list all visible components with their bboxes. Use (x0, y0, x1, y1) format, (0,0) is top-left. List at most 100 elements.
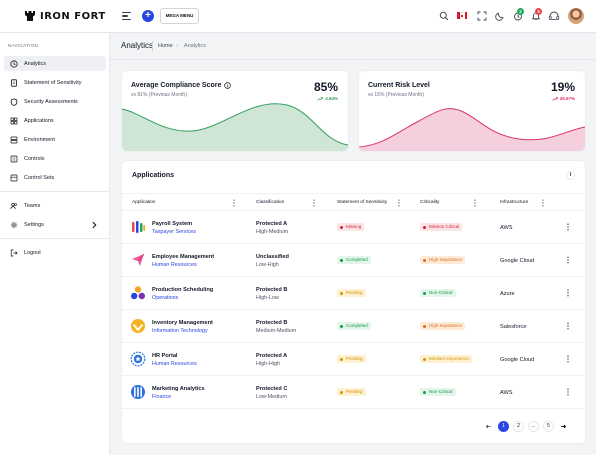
classification-level: Low-Medium (256, 393, 287, 400)
breadcrumb: Analytics Home › Analytics (110, 33, 596, 60)
column-header[interactable]: Statement of Sensitivity (337, 200, 388, 205)
sidebar-item-label: Teams (24, 202, 41, 209)
kpi-delta: 26.67% (551, 96, 575, 101)
user-avatar[interactable] (568, 8, 584, 24)
column-menu-icon[interactable] (313, 199, 315, 207)
users-icon (10, 202, 17, 209)
kpi-value: 85% (313, 80, 338, 94)
kpi-title-text: Average Compliance Score (131, 82, 222, 89)
sidebar-item-settings[interactable]: Settings (4, 217, 106, 232)
table-row[interactable]: Production Scheduling Operations Protect… (122, 277, 585, 310)
sidebar-item-label: Settings (24, 221, 44, 228)
column-menu-icon[interactable] (474, 199, 476, 207)
add-button[interactable]: + (142, 10, 154, 22)
sidebar-item-environment[interactable]: Environment (4, 132, 106, 147)
page-button[interactable]: 1 (498, 421, 509, 432)
table-row[interactable]: Marketing Analytics Finance Protected C … (122, 376, 585, 409)
page-button[interactable]: 2 (513, 421, 524, 432)
applications-card: Applications i Application Classificatio… (122, 161, 585, 443)
app-name[interactable]: HR Portal (152, 353, 178, 359)
fort-logo-icon (25, 11, 35, 21)
page-title: Analytics (121, 41, 154, 50)
nav-divider (0, 191, 110, 192)
next-page-button[interactable] (558, 421, 569, 432)
menu-toggle-icon[interactable] (122, 12, 131, 20)
sidebar-item-control-sets[interactable]: Control Sets (4, 170, 106, 185)
sidebar-item-security-assessments[interactable]: Security Assessments (4, 94, 106, 109)
criticality-badge: High Importance (420, 256, 466, 264)
column-header[interactable]: Application (132, 200, 156, 205)
criticality-badge: Non-Critical (420, 388, 456, 396)
app-name[interactable]: Marketing Analytics (152, 386, 205, 392)
column-menu-icon[interactable] (542, 199, 544, 207)
document-icon (11, 78, 17, 87)
sliders-icon (10, 155, 18, 162)
page-button[interactable]: 5 (543, 421, 554, 432)
row-menu-icon[interactable] (567, 322, 569, 330)
row-menu-icon[interactable] (567, 223, 569, 231)
breadcrumb-home-link[interactable]: Home (158, 43, 173, 49)
kpi-value: 19% (550, 80, 575, 94)
bars-logo-icon (132, 221, 146, 233)
stripes-logo-icon (131, 385, 145, 399)
sidebar-item-logout[interactable]: Logout (4, 245, 106, 260)
brand-logo[interactable]: IRON FORT (24, 10, 106, 22)
sidebar-item-statement-of-sensitivity[interactable]: Statement of Sensitivity (4, 75, 106, 90)
status-badge: Pending (337, 355, 366, 363)
sidebar-item-applications[interactable]: Applications (4, 113, 106, 128)
brand-name: IRON FORT (40, 10, 106, 22)
classification: Protected A (256, 353, 288, 359)
canada-flag-icon[interactable] (457, 12, 467, 19)
info-button[interactable]: i (566, 171, 575, 180)
column-menu-icon[interactable] (398, 199, 400, 207)
moon-icon[interactable] (495, 11, 505, 21)
column-header[interactable]: Infrastructure (500, 200, 529, 205)
sidebar-item-label: Logout (24, 249, 41, 256)
sidebar-item-label: Applications (24, 117, 54, 124)
row-menu-icon[interactable] (567, 388, 569, 396)
fullscreen-icon[interactable] (477, 11, 487, 21)
app-name[interactable]: Inventory Management (152, 320, 213, 326)
kpi-delta-value: 4.94% (325, 96, 338, 101)
column-header[interactable]: Criticality (420, 200, 440, 205)
status-badge: Missing (337, 223, 365, 231)
folder-icon (10, 174, 18, 181)
sidebar-item-teams[interactable]: Teams (4, 198, 106, 213)
info-icon[interactable] (224, 82, 232, 89)
table-row[interactable]: Employee Management Human Resources Uncl… (122, 244, 585, 277)
nav-divider (0, 238, 110, 239)
column-header[interactable]: Classification (256, 200, 285, 205)
table-row[interactable]: Inventory Management Information Technol… (122, 310, 585, 343)
classification: Protected B (256, 320, 288, 326)
row-menu-icon[interactable] (567, 355, 569, 363)
headset-icon[interactable] (548, 11, 560, 21)
search-icon[interactable] (439, 11, 449, 21)
sidebar-item-controls[interactable]: Controls (4, 151, 106, 166)
mega-menu-button[interactable]: MEGA MENU (160, 8, 199, 24)
table-row[interactable]: HR Portal Human Resources Protected A Hi… (122, 343, 585, 376)
breadcrumb-divider (152, 41, 153, 51)
app-name[interactable]: Employee Management (152, 254, 215, 260)
column-menu-icon[interactable] (233, 199, 235, 207)
star-badge-logo-icon (130, 351, 146, 367)
top-bar: IRON FORT + MEGA MENU 2 3 (0, 0, 596, 33)
timer-badge: 2 (517, 8, 524, 15)
prev-page-button[interactable] (483, 421, 494, 432)
row-menu-icon[interactable] (567, 256, 569, 264)
infrastructure: AWS (500, 225, 513, 231)
kpi-subtitle: vs 15% (Previous Month) (368, 92, 424, 98)
breadcrumb-current: Analytics (184, 43, 207, 49)
app-name[interactable]: Production Scheduling (152, 287, 214, 293)
app-department: Human Resources (152, 261, 197, 268)
sidebar-item-label: Analytics (24, 60, 47, 67)
sidebar-item-analytics[interactable]: Analytics (4, 56, 106, 71)
classification-level: High-Medium (256, 228, 289, 235)
row-menu-icon[interactable] (567, 289, 569, 297)
kpi-card-compliance: Average Compliance Score vs 81% (Previou… (122, 71, 348, 151)
app-name[interactable]: Payroll System (152, 221, 193, 227)
page-ellipsis: ... (528, 421, 539, 432)
sidebar: NAVIGATION Analytics Statement of Sensit… (0, 33, 110, 455)
section-title: Applications (132, 172, 175, 179)
table-row[interactable]: Payroll System Taxpayer Services Protect… (122, 211, 585, 244)
criticality-badge: Non-Critical (420, 289, 456, 297)
